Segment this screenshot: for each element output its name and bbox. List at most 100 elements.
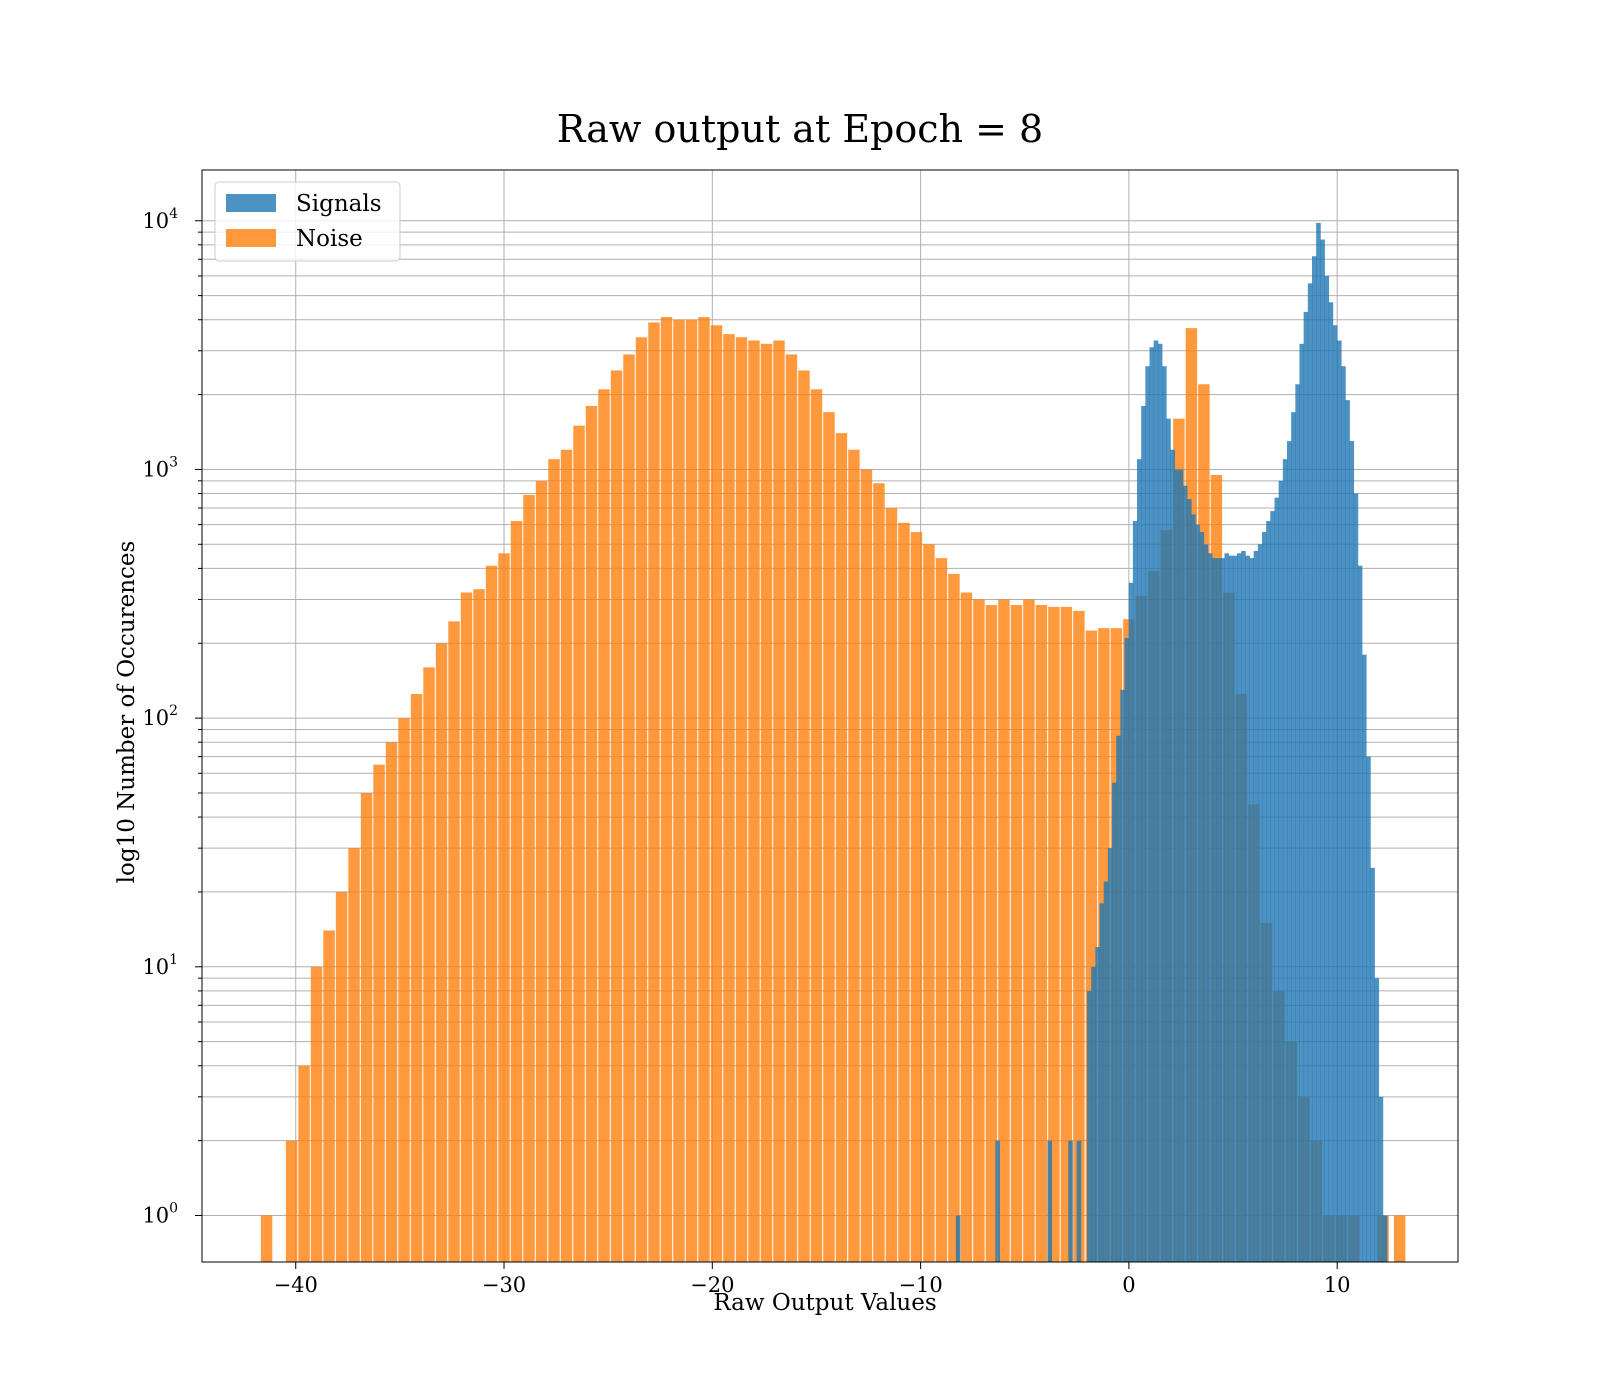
noise-bar (810, 389, 823, 1262)
noise-bar (610, 370, 623, 1262)
noise-bar (535, 480, 548, 1263)
signals-bar (1274, 497, 1280, 1262)
signals-bar (1295, 384, 1300, 1262)
signals-bar (1266, 521, 1271, 1262)
signals-bar (1307, 283, 1313, 1262)
signals-bar (1249, 558, 1255, 1262)
signals-bar (1237, 553, 1242, 1262)
signals-bar (1124, 637, 1130, 1262)
noise-bar (323, 930, 335, 1262)
signals-bar (1187, 499, 1192, 1262)
signals-bar (1270, 511, 1275, 1263)
noise-bar (673, 319, 685, 1262)
signals-bar (1299, 343, 1305, 1262)
signals-bar (1324, 275, 1330, 1262)
noise-bar (935, 558, 948, 1262)
signals-bar (1099, 903, 1105, 1262)
noise-bar (748, 340, 760, 1262)
signals-bar (1153, 340, 1159, 1262)
y-tick-label: 101 (142, 952, 178, 979)
signals-bar (1320, 239, 1325, 1262)
signals-bar (1232, 555, 1238, 1262)
signals-bar (1349, 441, 1355, 1262)
chart-title: Raw output at Epoch = 8 (557, 107, 1043, 151)
signals-bar (1141, 405, 1146, 1262)
noise-bar (660, 317, 673, 1263)
signals-bar (1257, 544, 1263, 1262)
signals-bar (1261, 532, 1267, 1262)
noise-bar (598, 389, 610, 1262)
signals-bar (1091, 966, 1096, 1262)
signals-bar (1220, 558, 1225, 1262)
signals-bar (1382, 1215, 1388, 1262)
noise-bar (773, 340, 785, 1262)
noise-bar (1035, 605, 1048, 1262)
signals-bar (1174, 469, 1180, 1263)
noise-bar (460, 592, 473, 1262)
signals-bar (1228, 555, 1234, 1262)
signals-bar (1116, 735, 1121, 1262)
noise-bar (285, 1140, 298, 1262)
signals-bar (1103, 881, 1109, 1262)
noise-bar (910, 532, 923, 1262)
signals-bar (995, 1140, 1000, 1262)
noise-bar (835, 433, 848, 1262)
noise-bar (698, 317, 710, 1263)
signals-bar (1378, 1096, 1384, 1262)
signals-bar (1195, 524, 1200, 1262)
noise-bar (960, 592, 973, 1262)
noise-bar (560, 449, 573, 1262)
signals-bar (1107, 848, 1113, 1262)
noise-bar (860, 469, 873, 1263)
x-tick-label: −20 (690, 1273, 734, 1297)
noise-bar (510, 521, 523, 1262)
noise-bar (548, 459, 560, 1262)
y-axis-label: log10 Number of Occurences (114, 541, 140, 884)
signals-bar (1182, 485, 1188, 1262)
noise-bar (1085, 630, 1098, 1262)
signals-bar (1095, 947, 1100, 1262)
signals-bar (1366, 756, 1371, 1262)
noise-bar (485, 565, 498, 1262)
y-tick-label: 103 (142, 454, 178, 481)
signals-bar (1303, 311, 1309, 1262)
noise-bar (948, 573, 960, 1262)
signals-bar (1328, 302, 1334, 1262)
signals-bar (1316, 222, 1321, 1263)
noise-bar (923, 544, 935, 1262)
signals-bar (1291, 412, 1296, 1262)
legend-swatch-noise (226, 229, 276, 247)
signals-bar (1166, 418, 1171, 1262)
noise-bar (310, 966, 323, 1262)
signals-bar (1370, 867, 1375, 1262)
signals-bar (1361, 654, 1367, 1262)
noise-bar (498, 553, 510, 1262)
legend-swatch-signals (226, 194, 276, 212)
signal-bars (955, 222, 1388, 1263)
noise-bar (348, 848, 360, 1262)
signals-bar (1253, 550, 1259, 1262)
signals-bar (1357, 565, 1363, 1262)
signals-bar (1203, 544, 1209, 1262)
signals-bar (1336, 340, 1342, 1262)
x-tick-label: 0 (1122, 1273, 1135, 1297)
signals-bar (1149, 347, 1155, 1262)
signals-bar (1224, 553, 1230, 1262)
noise-bar (635, 337, 648, 1262)
noise-bar (360, 792, 373, 1262)
signals-bar (1341, 366, 1346, 1263)
noise-bar (398, 718, 410, 1262)
noise-bar (523, 494, 535, 1262)
signals-bar (1245, 555, 1250, 1262)
y-tick-label: 100 (142, 1200, 178, 1227)
x-tick-label: 10 (1324, 1273, 1351, 1297)
noise-bar (410, 694, 423, 1262)
noise-bar (648, 322, 660, 1263)
signals-bar (1199, 532, 1205, 1262)
signals-bar (1332, 325, 1338, 1262)
signals-bar (1076, 1140, 1082, 1262)
signals-bar (1120, 689, 1125, 1262)
noise-bar (973, 599, 985, 1262)
noise-bar (373, 764, 385, 1262)
noise-bar (260, 1215, 273, 1262)
